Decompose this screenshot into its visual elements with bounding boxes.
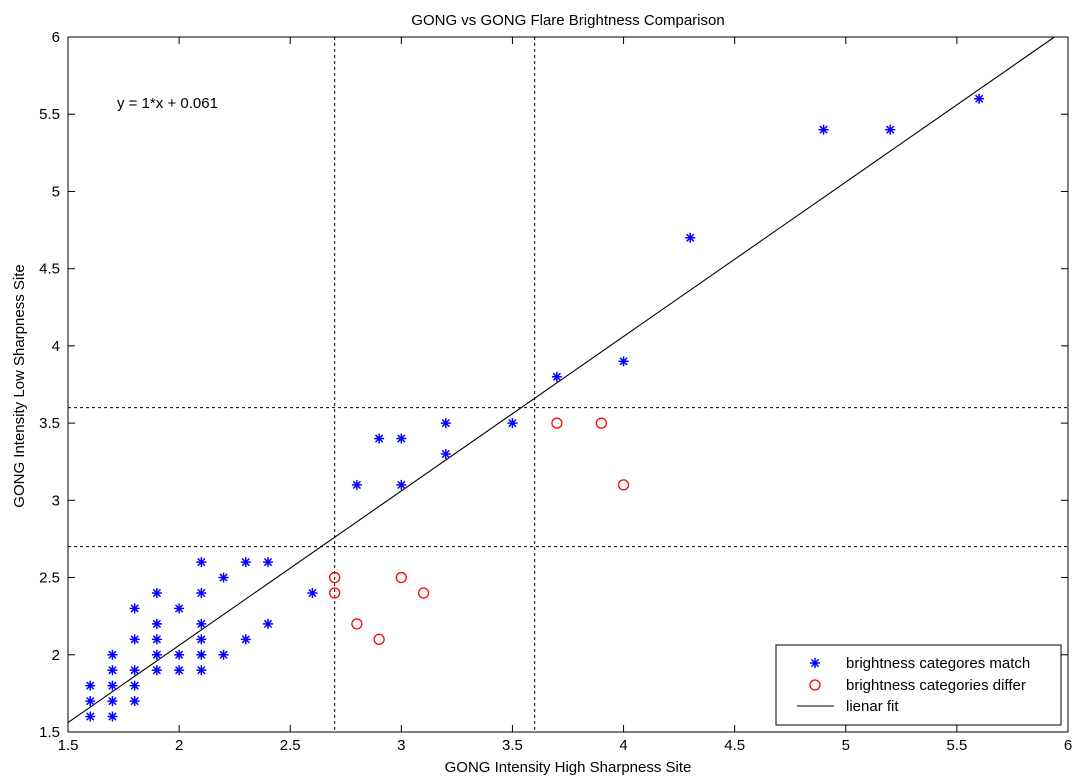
data-point-match bbox=[174, 665, 185, 676]
data-point-match bbox=[151, 588, 162, 598]
data-point-differ bbox=[417, 587, 430, 599]
data-point-match bbox=[196, 634, 207, 645]
data-point-match bbox=[396, 479, 407, 490]
x-tick-label: 4 bbox=[619, 737, 627, 754]
x-tick-label: 2.5 bbox=[280, 737, 301, 754]
data-point-match bbox=[263, 557, 273, 568]
y-tick-label: 5.5 bbox=[39, 106, 60, 123]
data-point-match bbox=[263, 618, 273, 629]
data-point-differ bbox=[595, 417, 607, 429]
x-tick-label: 3.5 bbox=[502, 737, 523, 754]
y-tick-label: 3 bbox=[52, 492, 60, 509]
y-tick-label: 2 bbox=[52, 647, 60, 664]
data-point-differ bbox=[617, 479, 630, 491]
data-point-differ bbox=[329, 571, 341, 584]
data-point-match bbox=[551, 371, 562, 382]
plot-frame bbox=[67, 36, 1069, 733]
x-tick-label: 4.5 bbox=[724, 737, 745, 754]
data-point-match bbox=[240, 634, 251, 645]
data-point-match bbox=[685, 232, 696, 243]
x-tick-label: 2 bbox=[175, 737, 183, 754]
data-point-match bbox=[196, 557, 207, 568]
data-point-match bbox=[196, 618, 207, 629]
data-point-match bbox=[151, 634, 162, 645]
data-point-match bbox=[129, 680, 140, 691]
data-point-match bbox=[885, 124, 896, 135]
data-point-match bbox=[107, 696, 118, 707]
data-point-match bbox=[818, 124, 829, 135]
data-point-match bbox=[85, 696, 96, 707]
data-point-match bbox=[196, 588, 207, 598]
data-point-match bbox=[174, 603, 185, 614]
data-point-match bbox=[440, 449, 451, 459]
data-point-differ bbox=[395, 571, 407, 584]
y-axis-label: GONG Intensity Low Sharpness Site bbox=[11, 264, 28, 507]
y-tick-label: 5 bbox=[52, 183, 60, 200]
y-tick-label: 6 bbox=[52, 29, 60, 46]
data-point-match bbox=[440, 418, 451, 429]
legend-label-fit: lienar fit bbox=[846, 698, 899, 715]
y-tick-label: 4 bbox=[52, 338, 60, 355]
chart-title: GONG vs GONG Flare Brightness Comparison bbox=[411, 12, 724, 29]
fit-equation-annotation: y = 1*x + 0.061 bbox=[117, 95, 218, 112]
data-point-match bbox=[85, 680, 96, 691]
data-points bbox=[85, 93, 985, 722]
legend-label-differ: brightness categories differ bbox=[846, 677, 1026, 694]
y-tick-label: 2.5 bbox=[39, 570, 60, 587]
legend-marker-match bbox=[810, 658, 820, 668]
data-point-differ bbox=[351, 618, 363, 630]
x-tick-label: 1.5 bbox=[58, 737, 79, 754]
legend-asterisk bbox=[810, 658, 820, 668]
data-point-differ bbox=[551, 417, 563, 429]
legend-label-match: brightness categores match bbox=[846, 655, 1030, 672]
data-point-match bbox=[151, 649, 162, 660]
data-point-match bbox=[507, 418, 518, 429]
data-point-match bbox=[174, 649, 185, 660]
data-point-match bbox=[129, 634, 140, 645]
legend-box bbox=[775, 644, 1062, 726]
data-point-match bbox=[974, 93, 985, 104]
threshold-lines bbox=[68, 37, 1068, 732]
data-point-match bbox=[618, 356, 629, 367]
data-point-match bbox=[396, 433, 407, 444]
data-point-match bbox=[196, 649, 207, 660]
y-tick-label: 1.5 bbox=[39, 724, 60, 741]
legend-marker-differ bbox=[809, 679, 821, 691]
data-point-match bbox=[218, 649, 229, 660]
data-point-match bbox=[151, 618, 162, 629]
data-point-match bbox=[129, 696, 140, 707]
x-tick-label: 5.5 bbox=[946, 737, 967, 754]
data-point-match bbox=[129, 665, 140, 676]
axis-ticks: 1.5 2 2.5 3 3.5 4 4.5 5 5.5 6 1.5 2 2.5 3 3.5 4 4.5 5 5.5 6 bbox=[39, 29, 1072, 754]
data-point-match bbox=[196, 665, 207, 676]
data-point-match bbox=[151, 665, 162, 676]
data-point-match bbox=[374, 433, 385, 444]
data-point-match bbox=[85, 711, 96, 722]
data-point-match bbox=[218, 572, 229, 583]
data-point-match bbox=[129, 603, 140, 614]
x-tick-label: 6 bbox=[1064, 737, 1072, 754]
fit-line bbox=[67, 36, 1055, 724]
data-point-match bbox=[107, 649, 118, 660]
y-tick-label: 3.5 bbox=[39, 415, 60, 432]
data-point-match bbox=[107, 680, 118, 691]
data-point-differ bbox=[373, 633, 385, 645]
data-point-match bbox=[240, 557, 251, 568]
data-point-match bbox=[351, 479, 362, 490]
data-point-match bbox=[307, 588, 318, 598]
data-point-match bbox=[107, 665, 118, 676]
fit-line-layer bbox=[67, 36, 1055, 724]
x-tick-label: 3 bbox=[397, 737, 405, 754]
x-tick-label: 5 bbox=[842, 737, 850, 754]
data-point-match bbox=[107, 711, 118, 722]
y-tick-label: 4.5 bbox=[39, 261, 60, 278]
x-axis-label: GONG Intensity High Sharpness Site bbox=[445, 759, 692, 776]
legend: brightness categores match brightness ca… bbox=[775, 644, 1062, 726]
data-point-differ bbox=[329, 587, 341, 599]
